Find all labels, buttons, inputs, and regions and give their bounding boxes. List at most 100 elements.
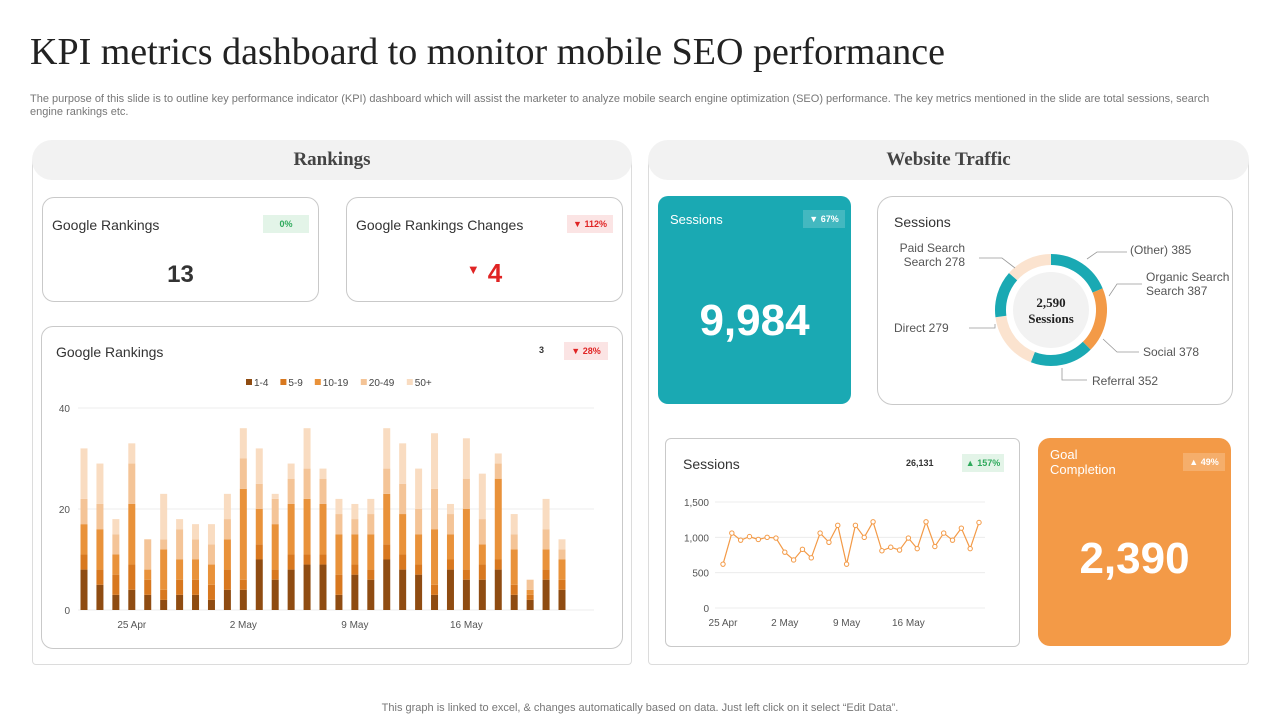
leader-line (969, 324, 996, 329)
donut-slice (1082, 288, 1107, 350)
data-point (949, 537, 956, 543)
bar-segment (510, 534, 518, 550)
bar-segment (303, 498, 311, 555)
bar-segment (351, 503, 359, 520)
bar-segment (462, 569, 470, 580)
goal-completion-value: 2,390 (1079, 534, 1190, 583)
bar-segment (80, 569, 88, 610)
bar-segment (367, 534, 375, 570)
google-rankings-bar-chart: 0 20 40 25 Apr 2 May 9 May 16 May 1-4 5-9 10-19 20… (59, 378, 594, 631)
donut-label: Social 378 (1143, 345, 1199, 359)
bar-segment (192, 594, 200, 610)
bar-segment (287, 478, 295, 504)
data-point (879, 548, 885, 554)
bar-segment (446, 569, 454, 610)
bar-segment (80, 554, 88, 570)
rankings-header: Rankings (32, 140, 632, 180)
bar-segment (383, 544, 391, 560)
bar-segment (526, 599, 534, 610)
bar-segment (207, 584, 215, 600)
bar-segment (431, 488, 439, 530)
bar-segment (399, 443, 407, 484)
bar-segment (446, 514, 454, 535)
sessions-tile-label: Sessions (670, 212, 723, 227)
bar-segment (192, 559, 200, 580)
line-card-badge: ▲ 157% (962, 454, 1004, 472)
bar-segment (80, 448, 88, 499)
bar-segment (303, 428, 311, 469)
donut-slice (1008, 254, 1052, 281)
donut-center-value: 2,590 (1036, 295, 1066, 310)
bar-segment (255, 544, 263, 560)
sessions-line-chart: 0 500 1,000 1,500 25 Apr 2 May 9 May 16 May (684, 498, 985, 629)
bar-segment (367, 569, 375, 580)
bar-segment (462, 579, 470, 610)
bar-segment (399, 569, 407, 610)
bar-segment (176, 594, 184, 610)
sessions-tile-badge: ▼ 67% (803, 210, 845, 228)
google-rankings-card[interactable]: Google Rankings 0% 13 (42, 197, 319, 302)
bar-segment (80, 498, 88, 525)
bar-segment (478, 564, 486, 580)
donut-card-label: Sessions (894, 214, 951, 230)
donut-center (1013, 272, 1089, 348)
x-tick-label: 2 May (230, 620, 257, 631)
rankings-changes-card[interactable]: Google Rankings Changes ▼ 112% ▼ 4 (346, 197, 623, 302)
bar-segment (319, 478, 327, 504)
google-rankings-value: 13 (167, 261, 194, 288)
bar-segment (223, 493, 231, 520)
leader-line (1061, 368, 1087, 381)
data-point (914, 545, 920, 552)
rankings-chart-badge: ▼ 28% (564, 342, 608, 360)
bar-segment (462, 478, 470, 509)
rankings-chart-count: 3 (539, 345, 545, 355)
bar-segment (112, 554, 120, 575)
bar-segment (494, 559, 502, 570)
bar-segment (494, 478, 502, 560)
donut-label: Organic Search (1146, 270, 1229, 284)
bar-segment (223, 589, 231, 610)
y-tick-label: 1,500 (684, 498, 709, 509)
bar-segment (128, 503, 136, 565)
legend-label: 50+ (415, 378, 432, 389)
bar-segment (223, 569, 231, 590)
line-card-label: Sessions (683, 456, 740, 472)
bar-segment (255, 483, 263, 509)
donut-label: Search 278 (904, 255, 966, 269)
bar-segment (415, 564, 423, 575)
goal-completion-tile[interactable]: Goal Completion ▲ 49% 2,390 (1038, 438, 1231, 646)
line-card-total: 26,131 (906, 458, 934, 468)
bar-segment (160, 493, 168, 540)
data-point (852, 522, 859, 529)
website-traffic-panel (648, 160, 1249, 665)
bar-segment (128, 443, 136, 464)
rankings-changes-value: 4 (487, 258, 503, 288)
bar-segment (144, 539, 152, 570)
donut-center-label: Sessions (1028, 311, 1074, 326)
bar-segment (319, 564, 327, 610)
google-rankings-label: Google Rankings (52, 217, 160, 233)
x-tick-label: 16 May (892, 618, 925, 629)
bar-segment (255, 448, 263, 484)
bar-segment (144, 569, 152, 580)
bar-segment (239, 579, 247, 590)
bar-segment (494, 463, 502, 479)
bar-segment (415, 534, 423, 565)
bar-segment (542, 569, 550, 580)
legend-swatch (246, 379, 252, 385)
bar-segment (112, 574, 120, 595)
legend-swatch (314, 379, 321, 385)
bar-segment (478, 579, 486, 610)
bar-segment (239, 458, 247, 489)
bar-segment (510, 584, 518, 595)
data-point (861, 534, 867, 541)
bar-segment (271, 493, 279, 499)
x-tick-label: 9 May (341, 620, 368, 631)
bar-segment (303, 554, 311, 565)
bar-segment (478, 519, 486, 545)
bar-segment (431, 594, 439, 610)
sessions-tile[interactable]: Sessions ▼ 67% 9,984 (658, 196, 851, 404)
bar-segment (239, 488, 247, 580)
bar-segment (223, 519, 231, 540)
